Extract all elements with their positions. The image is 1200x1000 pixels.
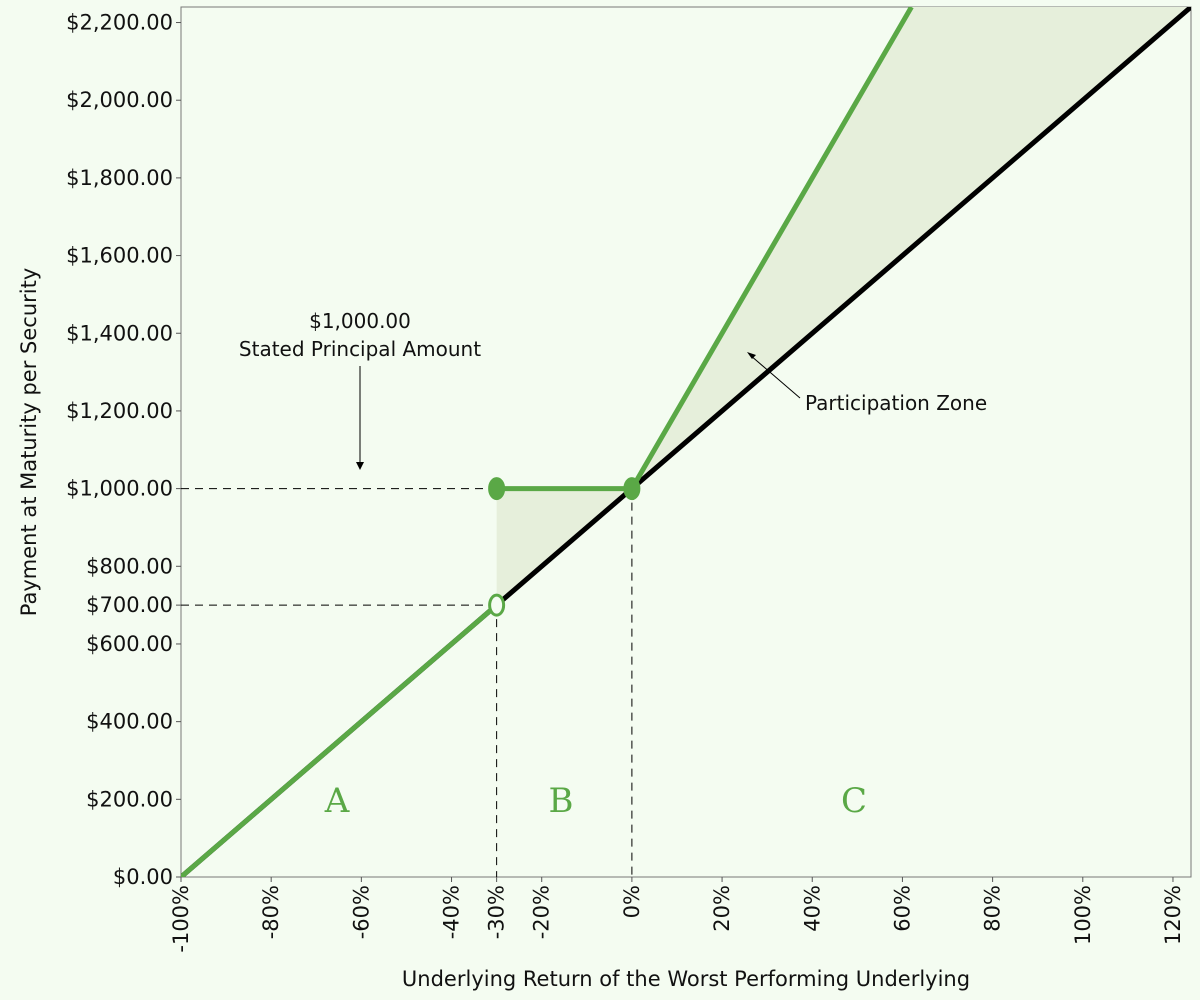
- y-tick-label: $600.00: [86, 632, 173, 656]
- x-tick-label: -60%: [349, 885, 373, 939]
- y-tick-label: $1,800.00: [66, 166, 173, 190]
- x-tick-label: 0%: [620, 885, 644, 918]
- region-label: C: [841, 781, 867, 821]
- x-tick-label: 20%: [710, 885, 734, 932]
- x-axis-label: Underlying Return of the Worst Performin…: [402, 967, 970, 991]
- x-tick-label: -80%: [259, 885, 283, 939]
- x-tick-label: 120%: [1161, 885, 1185, 945]
- principal-arrowhead: [356, 462, 364, 470]
- point-marker: [488, 593, 506, 617]
- zone-arrow: [749, 354, 801, 399]
- x-tick-label: 60%: [890, 885, 914, 932]
- line-layer: [181, 7, 1191, 877]
- guide-layer: [181, 488, 633, 877]
- y-tick-label: $1,000.00: [66, 477, 173, 501]
- y-tick-label: $800.00: [86, 554, 173, 578]
- point-marker: [623, 477, 641, 501]
- y-tick-label: $1,600.00: [66, 244, 173, 268]
- principal-text: Stated Principal Amount: [239, 337, 481, 361]
- x-tick-label: -30%: [485, 885, 509, 939]
- x-tick-label: -40%: [440, 885, 464, 939]
- y-tick-label: $200.00: [86, 787, 173, 811]
- point-marker: [488, 477, 506, 501]
- y-tick-label: $0.00: [113, 865, 173, 889]
- y-tick-label: $2,000.00: [66, 88, 173, 112]
- x-tick-label: 80%: [981, 885, 1005, 932]
- region-label: B: [549, 781, 574, 821]
- principal-value: $1,000.00: [309, 309, 411, 333]
- x-tick-label: 100%: [1071, 885, 1095, 945]
- zone-arrowhead: [747, 352, 756, 359]
- y-axis-label: Payment at Maturity per Security: [17, 268, 41, 617]
- y-tick-label: $1,400.00: [66, 321, 173, 345]
- region-label: A: [324, 781, 350, 821]
- y-tick-label: $400.00: [86, 710, 173, 734]
- y-tick-label: $700.00: [86, 593, 173, 617]
- x-tick-label: -100%: [169, 885, 193, 953]
- x-tick-label: -20%: [530, 885, 554, 939]
- zone-label: Participation Zone: [805, 391, 987, 415]
- y-tick-label: $1,200.00: [66, 399, 173, 423]
- x-tick-label: 40%: [800, 885, 824, 932]
- y-tick-label: $2,200.00: [66, 11, 173, 35]
